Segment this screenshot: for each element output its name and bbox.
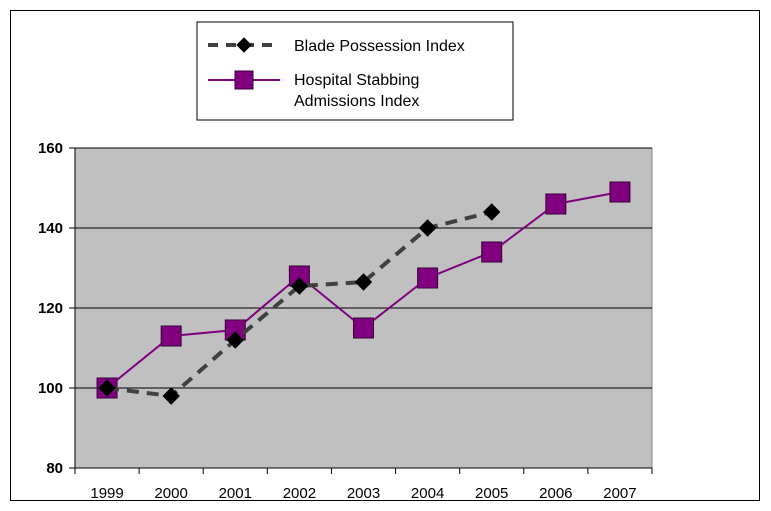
x-tick-label: 2000 <box>154 485 187 502</box>
legend-label: Admissions Index <box>294 93 419 110</box>
legend: Blade Possession Index Hospital Stabbing A… <box>196 21 514 121</box>
series-layer <box>96 181 631 405</box>
data-point <box>417 267 439 289</box>
x-tick-label: 2002 <box>283 485 316 502</box>
x-tick-label: 2005 <box>475 485 508 502</box>
data-point <box>354 273 373 291</box>
series-blade-possession <box>98 203 501 405</box>
x-tick-label: 2006 <box>539 485 572 502</box>
data-point <box>609 181 631 203</box>
x-axis-ticks: 1999 2000 2001 2002 2003 2004 2005 2006 2007 <box>74 468 653 502</box>
data-point <box>290 277 309 295</box>
data-point <box>483 203 501 221</box>
data-point <box>160 325 182 347</box>
data-point <box>162 387 180 405</box>
x-tick-label: 2007 <box>603 485 636 502</box>
data-point <box>353 317 374 339</box>
data-point <box>418 219 437 237</box>
x-tick-label: 2003 <box>347 485 380 502</box>
y-axis-ticks: 80 100 120 140 160 <box>38 140 75 477</box>
x-tick-label: 2004 <box>411 485 444 502</box>
data-point <box>481 241 503 263</box>
legend-marker <box>234 70 254 90</box>
data-point <box>98 379 116 397</box>
legend-marker <box>236 37 252 53</box>
legend-entry-blade-possession: Blade Possession Index <box>208 37 465 55</box>
legend-label: Blade Possession Index <box>294 38 465 55</box>
x-tick-label: 2001 <box>219 485 252 502</box>
data-point <box>545 193 567 215</box>
x-tick-label: 1999 <box>90 485 123 502</box>
legend-label: Hospital Stabbing <box>294 72 419 89</box>
y-tick-label: 80 <box>46 460 63 477</box>
y-tick-label: 100 <box>38 380 63 397</box>
y-tick-label: 140 <box>38 220 63 237</box>
y-tick-label: 160 <box>38 140 63 157</box>
data-point <box>226 331 244 349</box>
y-tick-label: 120 <box>38 300 63 317</box>
legend-entry-hospital-stabbing: Hospital Stabbing Admissions Index <box>208 70 419 110</box>
